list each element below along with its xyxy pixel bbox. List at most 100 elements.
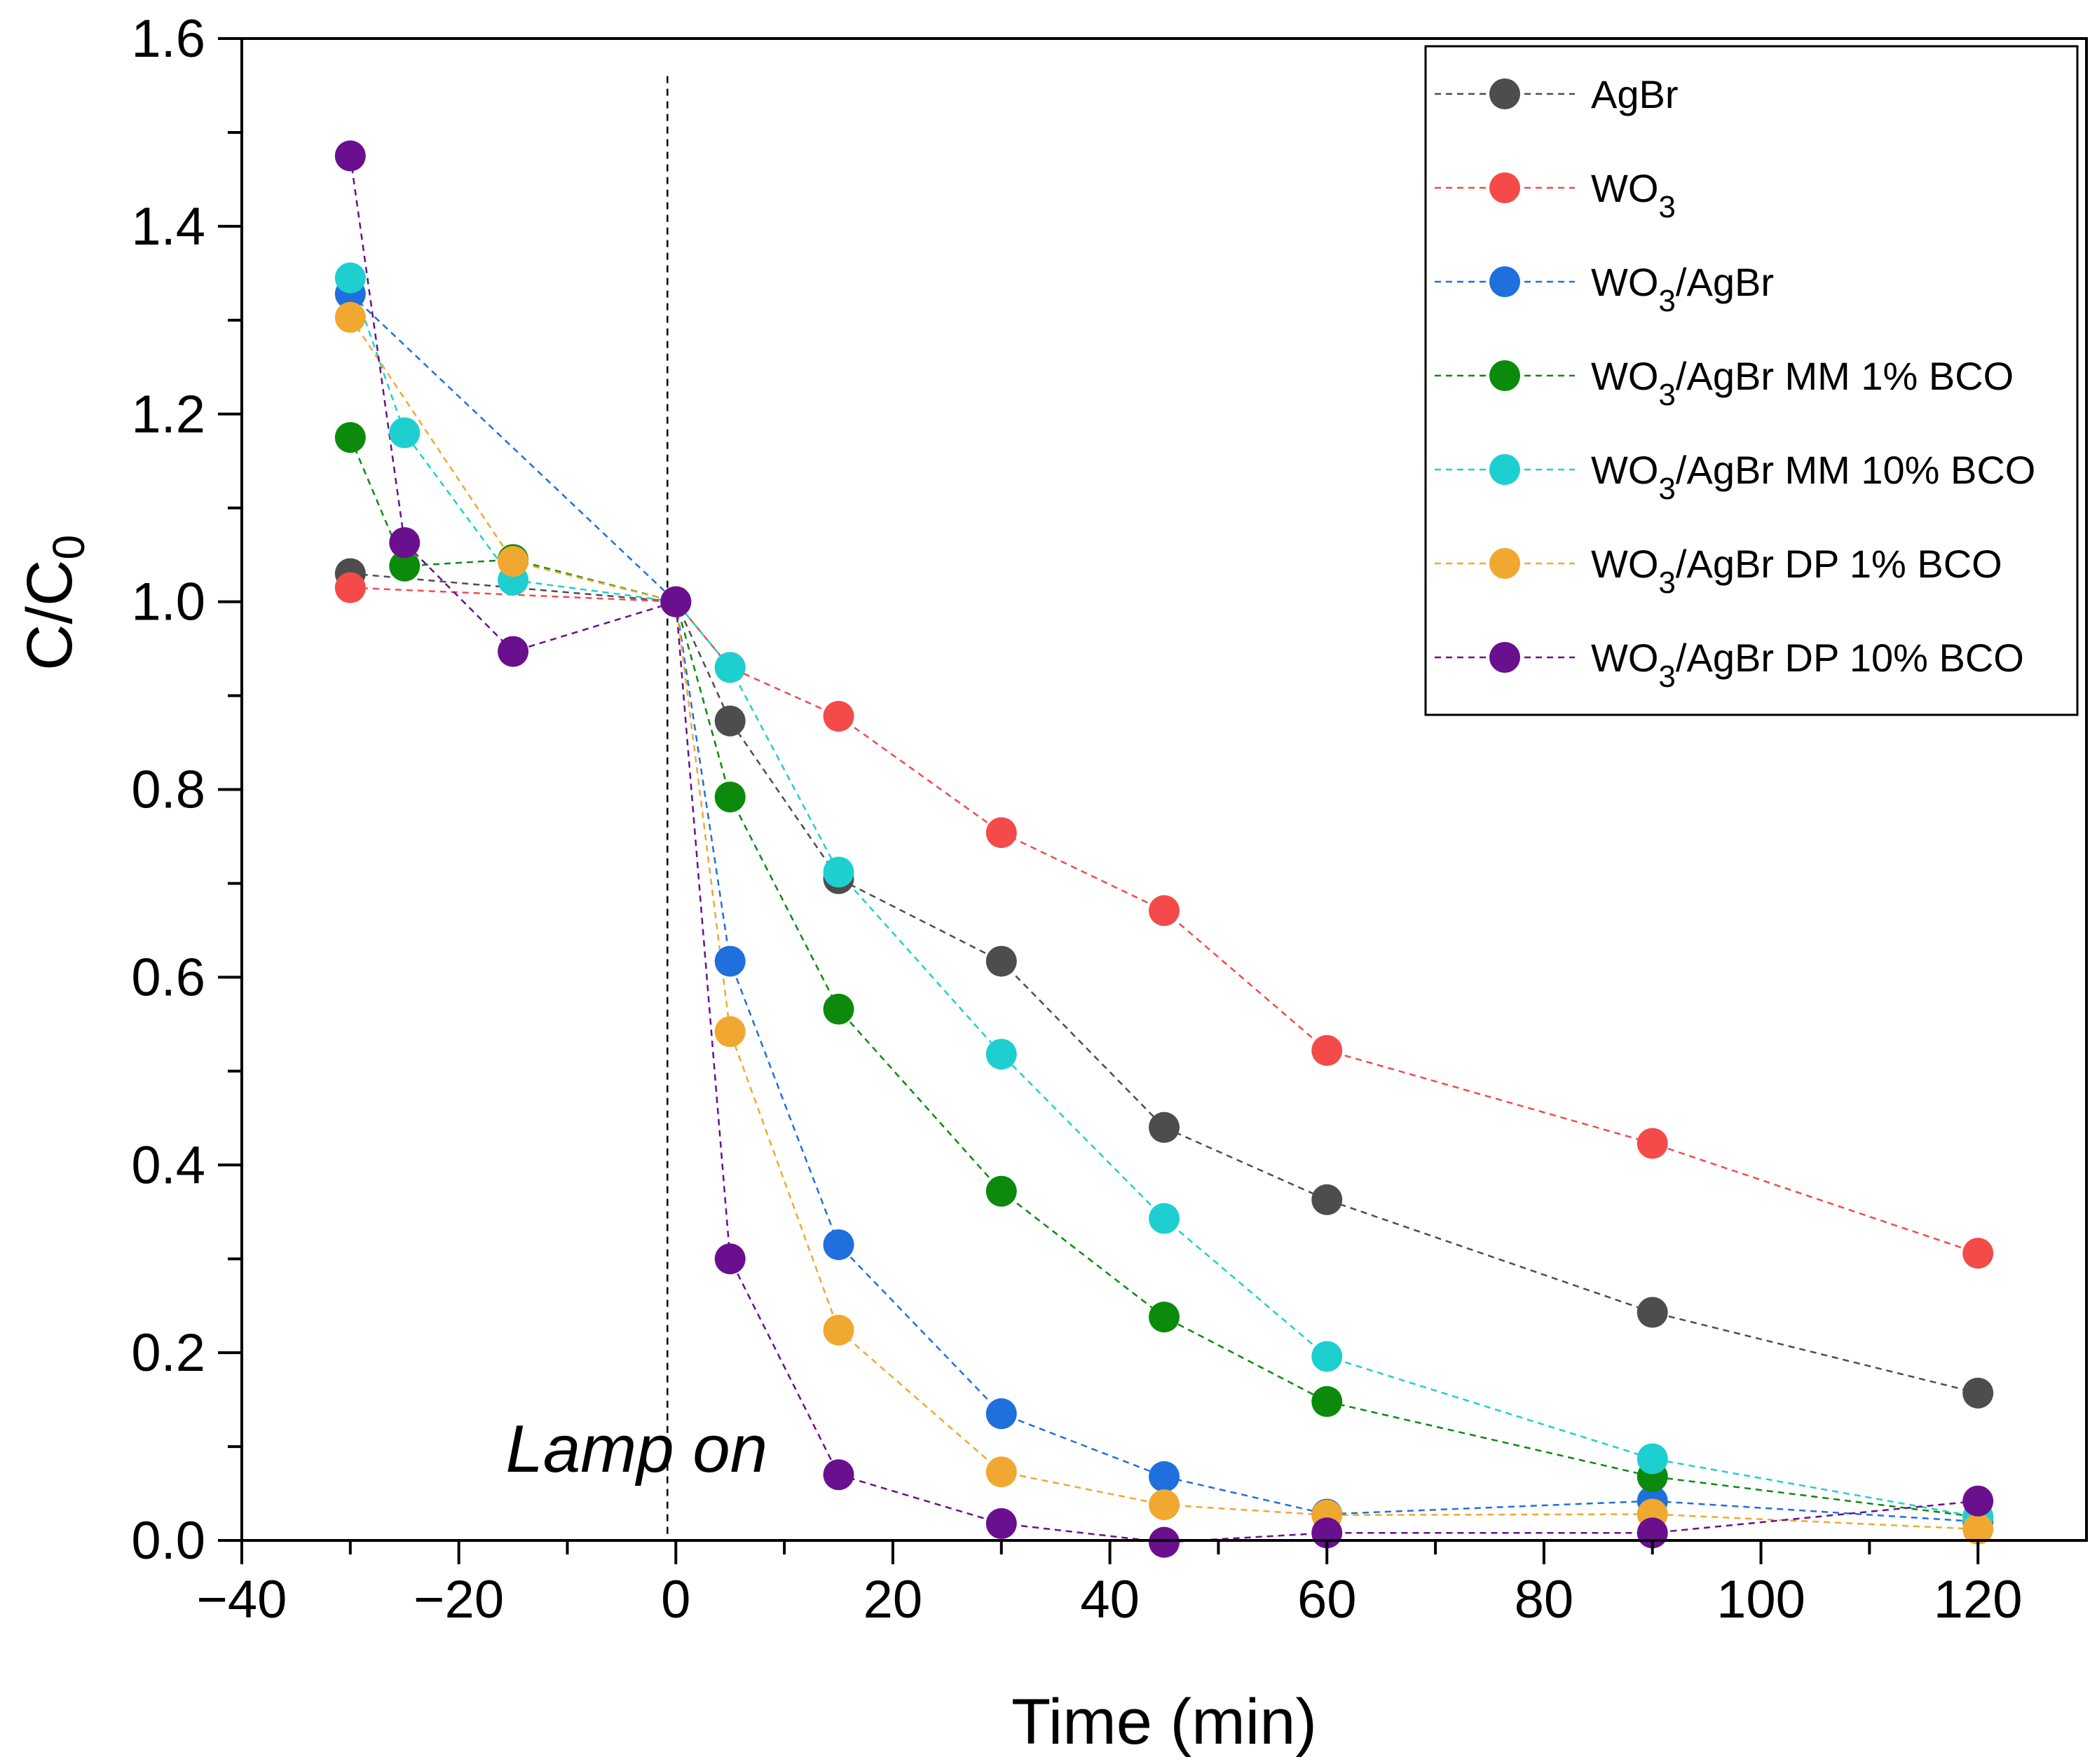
data-point — [334, 572, 366, 603]
legend-label-main: WO — [1591, 542, 1658, 586]
lamp-on-label: Lamp on — [505, 1411, 767, 1486]
x-tick-label: −20 — [414, 1570, 504, 1629]
data-point — [985, 945, 1017, 977]
y-tick-label: 1.4 — [131, 197, 205, 257]
y-axis-title: C/C0 — [14, 535, 94, 671]
data-point — [714, 781, 746, 813]
y-tick-label: 1.2 — [131, 385, 205, 444]
data-point — [1149, 1526, 1180, 1558]
legend-marker — [1489, 548, 1520, 579]
data-point — [1637, 1443, 1668, 1475]
y-axis-ticks: 0.0 0.2 0.4 0.6 0.8 1.0 1.2 1.4 1.6 — [131, 9, 242, 1571]
data-point — [498, 636, 529, 667]
legend-label-main: WO — [1591, 354, 1658, 398]
data-point — [1149, 1489, 1180, 1521]
data-point — [1311, 1184, 1343, 1215]
data-point — [1962, 1513, 1994, 1545]
x-tick-label: −40 — [197, 1570, 287, 1629]
x-tick-label: 20 — [863, 1570, 923, 1629]
y-tick-label: 0.0 — [131, 1511, 205, 1571]
data-point — [823, 1229, 854, 1261]
data-point — [985, 1039, 1017, 1070]
data-point — [498, 546, 529, 577]
data-point — [985, 1398, 1017, 1430]
y-tick-label: 0.4 — [131, 1135, 205, 1195]
data-point — [985, 817, 1017, 849]
y-tick-label: 0.2 — [131, 1323, 205, 1383]
data-point — [1311, 1341, 1343, 1372]
y-axis-title-main: C/C — [14, 560, 86, 671]
data-point — [1311, 1034, 1343, 1066]
data-point — [334, 422, 366, 453]
y-tick-label: 1.0 — [131, 573, 205, 632]
data-point — [334, 140, 366, 172]
data-point — [1149, 1203, 1180, 1234]
legend-label-rest: /AgBr DP 1% BCO — [1676, 542, 2002, 586]
data-point — [389, 550, 421, 582]
legend-label-main: WO — [1591, 166, 1658, 210]
data-point — [823, 1459, 854, 1491]
data-point — [714, 652, 746, 683]
data-point — [389, 417, 421, 449]
legend-label-main: WO — [1591, 260, 1658, 304]
data-point — [1962, 1238, 1994, 1269]
x-axis-ticks: −40 −20 0 20 40 60 80 100 120 — [197, 1540, 2023, 1629]
data-point — [823, 993, 854, 1025]
legend-entry-label: WO3/AgBr DP 10% BCO — [1591, 636, 2024, 694]
legend-entry-label: AgBr — [1591, 72, 1679, 116]
data-point — [823, 1314, 854, 1346]
data-point — [714, 1243, 746, 1275]
legend-marker — [1489, 642, 1520, 673]
legend-label-subscript: 3 — [1658, 378, 1675, 412]
data-point — [1149, 895, 1180, 927]
legend-label-rest: /AgBr DP 10% BCO — [1676, 636, 2024, 680]
legend-entry-label: WO3/AgBr — [1591, 260, 1774, 318]
y-axis-title-subscript: 0 — [43, 535, 94, 560]
lamp-on-group: Lamp on — [505, 76, 767, 1540]
data-point — [1962, 1485, 1994, 1517]
data-point — [334, 301, 366, 333]
legend-label-subscript: 3 — [1658, 659, 1675, 694]
legend-label-subscript: 3 — [1658, 190, 1675, 224]
series-line — [349, 317, 1979, 1531]
data-point — [714, 1016, 746, 1048]
legend-marker — [1489, 266, 1520, 297]
data-point — [985, 1507, 1017, 1539]
data-point — [660, 586, 692, 617]
legend-label-subscript: 3 — [1658, 284, 1675, 318]
legend-label-subscript: 3 — [1658, 472, 1675, 506]
legend-marker — [1489, 78, 1520, 109]
y-tick-label: 0.8 — [131, 760, 205, 820]
data-point — [1637, 1297, 1668, 1328]
data-point — [985, 1456, 1017, 1488]
x-tick-label: 0 — [661, 1570, 690, 1629]
data-point — [1149, 1112, 1180, 1143]
legend-label-main: WO — [1591, 636, 1658, 680]
legend-label-subscript: 3 — [1658, 566, 1675, 600]
legend-entry-label: WO3/AgBr MM 10% BCO — [1591, 448, 2035, 506]
legend-label-rest: /AgBr MM 10% BCO — [1676, 448, 2035, 492]
data-point — [389, 527, 421, 559]
legend-entry-label: WO3/AgBr DP 1% BCO — [1591, 542, 2002, 600]
y-tick-label: 0.6 — [131, 948, 205, 1007]
x-tick-label: 120 — [1934, 1570, 2023, 1629]
legend-label-rest: /AgBr — [1676, 260, 1774, 304]
legend-box — [1424, 45, 2079, 716]
legend-entry-label: WO3 — [1591, 166, 1676, 224]
x-tick-label: 80 — [1515, 1570, 1574, 1629]
legend-label-main: WO — [1591, 448, 1658, 492]
x-tick-label: 60 — [1297, 1570, 1357, 1629]
data-point — [823, 856, 854, 888]
data-point — [823, 701, 854, 732]
x-tick-label: 100 — [1716, 1570, 1805, 1629]
data-point — [1637, 1128, 1668, 1159]
data-point — [334, 262, 366, 294]
legend-marker — [1489, 172, 1520, 203]
data-point — [985, 1175, 1017, 1207]
data-point — [714, 945, 746, 977]
x-tick-label: 40 — [1080, 1570, 1140, 1629]
legend-marker — [1489, 360, 1520, 391]
x-axis-title: Time (min) — [1011, 1686, 1317, 1758]
